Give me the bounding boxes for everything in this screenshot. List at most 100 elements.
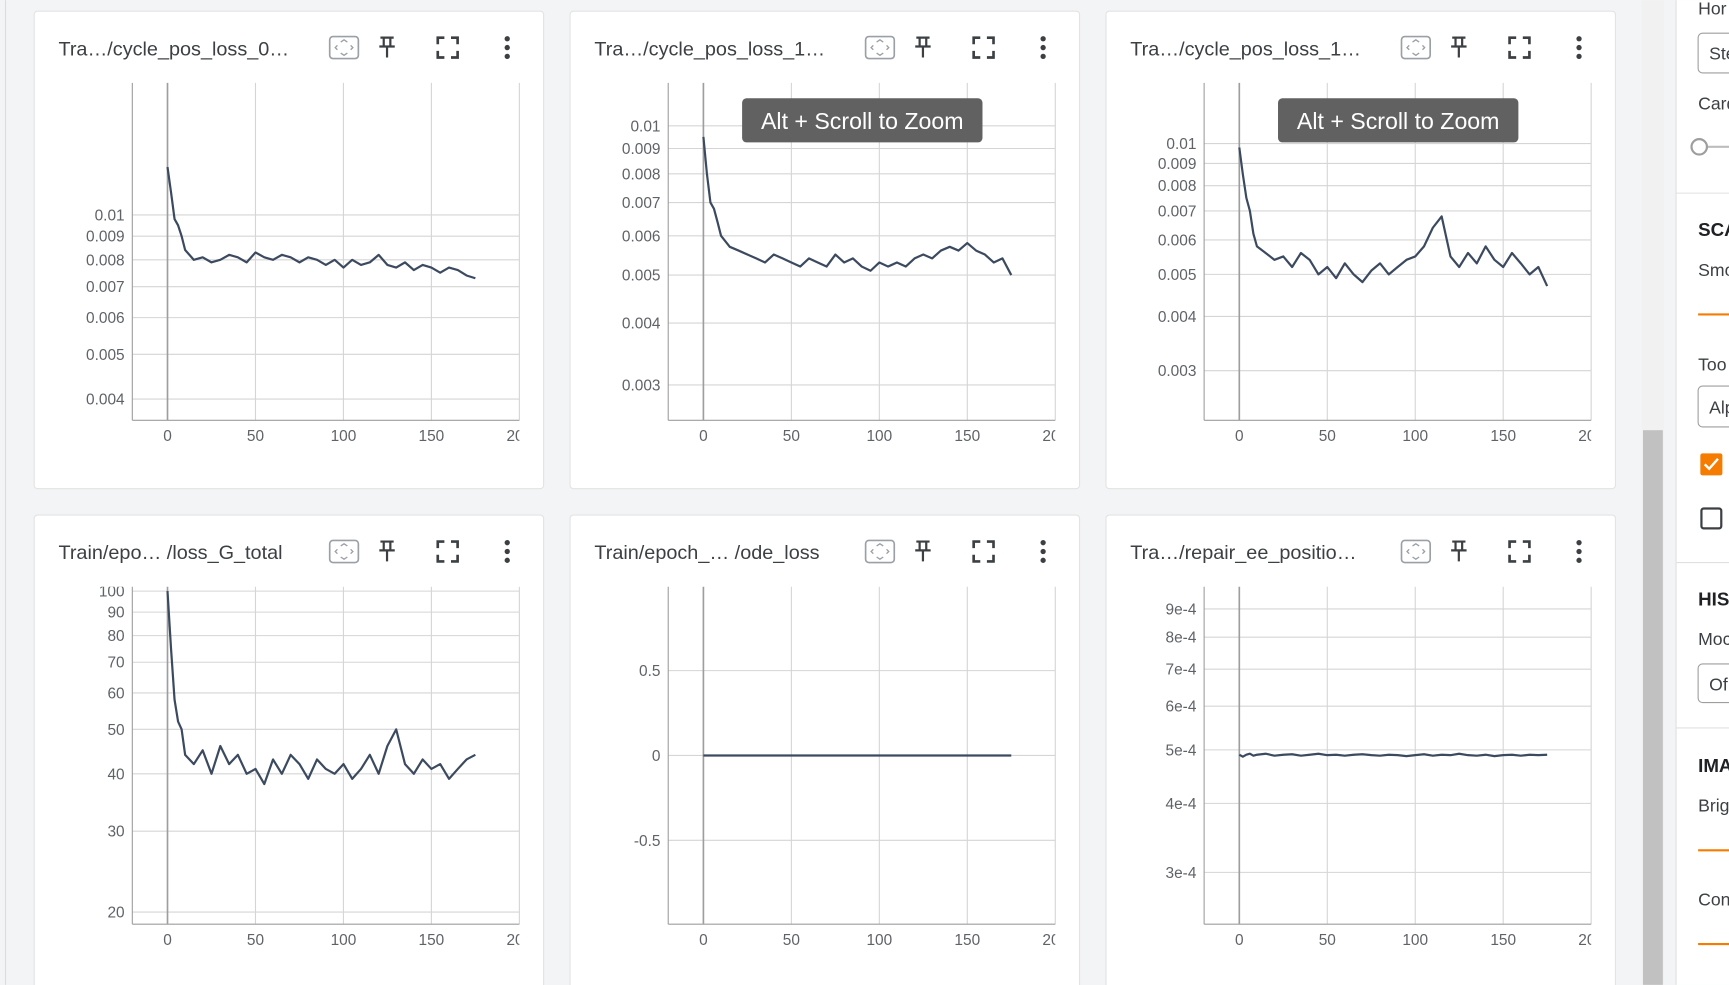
- x-tick-label: 100: [1402, 932, 1428, 949]
- y-tick-label: 90: [107, 605, 124, 622]
- fit-domain-icon[interactable]: [864, 539, 896, 564]
- x-tick-label: 150: [954, 428, 980, 445]
- more-icon-dot[interactable]: [1576, 36, 1582, 42]
- y-tick-label: 30: [107, 824, 124, 841]
- tick-labels: 20 30 40 50 60 70 80 90 100 0 50 100 150 200: [99, 584, 519, 949]
- more-icon-dot[interactable]: [1040, 53, 1046, 60]
- fit-domain-icon[interactable]: [328, 539, 360, 564]
- select[interactable]: [1697, 32, 1729, 74]
- x-tick-label: 100: [1402, 428, 1428, 445]
- y-tick-label: 0.004: [1158, 309, 1197, 326]
- chart-card: Tra…/repair_ee_positio… 3e-4 4e-4 5e-4 6e-4 7…: [1105, 514, 1616, 985]
- x-tick-label: 0: [163, 428, 172, 445]
- card-bg: [569, 10, 1081, 490]
- more-icon-dot[interactable]: [504, 53, 510, 60]
- series-line: [166, 166, 476, 280]
- more-icon-dot[interactable]: [1040, 44, 1046, 51]
- pin-icon[interactable]: [379, 540, 395, 562]
- more-icon-dot[interactable]: [1576, 548, 1582, 555]
- section-header: HIS: [1698, 589, 1729, 610]
- fit-domain-icon[interactable]: [1400, 539, 1432, 564]
- zoom-hint: Alt + Scroll to Zoom: [1297, 108, 1500, 134]
- fit-domain-glyph: [1406, 39, 1426, 57]
- fit-domain-icon[interactable]: [328, 35, 360, 60]
- fit-domain-icon[interactable]: [1400, 35, 1432, 60]
- fullscreen-icon[interactable]: [1508, 36, 1531, 59]
- y-tick-label: 0.005: [1158, 267, 1197, 284]
- more-icon-dot[interactable]: [504, 44, 510, 51]
- check-mark: [1703, 458, 1719, 471]
- pin-icon[interactable]: [915, 540, 931, 562]
- more-icon-dot[interactable]: [1576, 540, 1582, 546]
- y-tick-label: 0.01: [1166, 136, 1196, 153]
- y-tick-label: 0.008: [1158, 178, 1197, 195]
- y-tick-label: 100: [99, 584, 125, 601]
- more-icon-dot[interactable]: [1576, 44, 1582, 51]
- fullscreen-icon[interactable]: [436, 36, 459, 59]
- x-tick-label: 200: [1042, 428, 1068, 445]
- zoom-hint-bg: [1278, 98, 1519, 143]
- fullscreen-icon[interactable]: [1508, 540, 1531, 563]
- fit-domain-glyph: [870, 542, 890, 561]
- label: Card: [1698, 93, 1729, 113]
- more-icon-dot[interactable]: [1576, 53, 1582, 60]
- more-icon-dot[interactable]: [1576, 557, 1582, 563]
- fullscreen-icon[interactable]: [436, 540, 459, 563]
- series-line: [1238, 752, 1548, 758]
- label: Brig: [1698, 796, 1729, 816]
- y-tick-label: 5e-4: [1166, 742, 1197, 759]
- more-icon-dot[interactable]: [504, 36, 510, 42]
- slider-thumb[interactable]: [1690, 137, 1709, 156]
- y-tick-label: 3e-4: [1166, 865, 1197, 882]
- y-tick-label: 6e-4: [1166, 699, 1197, 716]
- tick-labels: 3e-4 4e-4 5e-4 6e-4 7e-4 8e-4 9e-4 0 50 100 150 200: [1166, 601, 1592, 949]
- y-tick-label: 0.007: [86, 279, 125, 296]
- chart-card: Tra…/cycle_pos_loss_1…0.0030.0040.0050.0…: [569, 10, 1081, 490]
- x-tick-label: 50: [247, 932, 264, 949]
- y-tick-label: 0.004: [622, 316, 661, 333]
- card-grid: Tra…/cycle_pos_loss_0…0.0040.0050.0060.0…: [33, 10, 1616, 985]
- more-icon-dot[interactable]: [504, 557, 510, 563]
- x-tick-label: 200: [1578, 428, 1604, 445]
- x-tick-label: 150: [1490, 932, 1516, 949]
- x-tick-label: 50: [247, 428, 264, 445]
- x-tick-label: 0: [163, 932, 172, 949]
- fullscreen-icon[interactable]: [972, 540, 995, 563]
- card-bg: [33, 514, 545, 985]
- scrollbar-thumb[interactable]: [1642, 430, 1663, 985]
- checkbox-checked[interactable]: [1700, 453, 1723, 476]
- pin-icon[interactable]: [379, 36, 395, 58]
- fit-domain-icon[interactable]: [864, 35, 896, 60]
- more-icon-dot[interactable]: [1040, 36, 1046, 42]
- pin-icon[interactable]: [1451, 540, 1467, 562]
- y-tick-label: 0.003: [622, 377, 661, 394]
- more-icon-dot[interactable]: [1040, 548, 1046, 555]
- x-tick-label: 50: [1319, 428, 1336, 445]
- more-icon-dot[interactable]: [1040, 557, 1046, 563]
- pin-icon[interactable]: [915, 36, 931, 58]
- x-tick-label: 0: [1235, 932, 1244, 949]
- section-header: IMA: [1698, 755, 1729, 776]
- x-tick-label: 150: [419, 932, 445, 949]
- fullscreen-icon[interactable]: [972, 36, 995, 59]
- select[interactable]: [1697, 385, 1729, 428]
- more-icon-dot[interactable]: [504, 548, 510, 555]
- x-tick-label: 50: [783, 932, 800, 949]
- x-tick-label: 150: [419, 428, 445, 445]
- select[interactable]: [1697, 663, 1729, 704]
- more-icon-dot[interactable]: [1040, 540, 1046, 546]
- pin-icon[interactable]: [1451, 36, 1467, 58]
- y-tick-label: 40: [107, 766, 124, 783]
- x-tick-label: 100: [866, 932, 892, 949]
- y-tick-label: 0.007: [622, 195, 661, 212]
- checkbox[interactable]: [1700, 507, 1723, 530]
- x-tick-label: 0: [1235, 428, 1244, 445]
- y-tick-label: 0.004: [86, 392, 125, 409]
- more-icon-dot[interactable]: [504, 540, 510, 546]
- chart-title: Tra…/cycle_pos_loss_1…: [594, 38, 825, 60]
- y-tick-label: 0.008: [622, 166, 661, 183]
- fit-domain-glyph: [334, 39, 354, 57]
- chart-card: Tra…/cycle_pos_loss_0…0.0040.0050.0060.0…: [33, 10, 545, 490]
- x-tick-label: 50: [1319, 932, 1336, 949]
